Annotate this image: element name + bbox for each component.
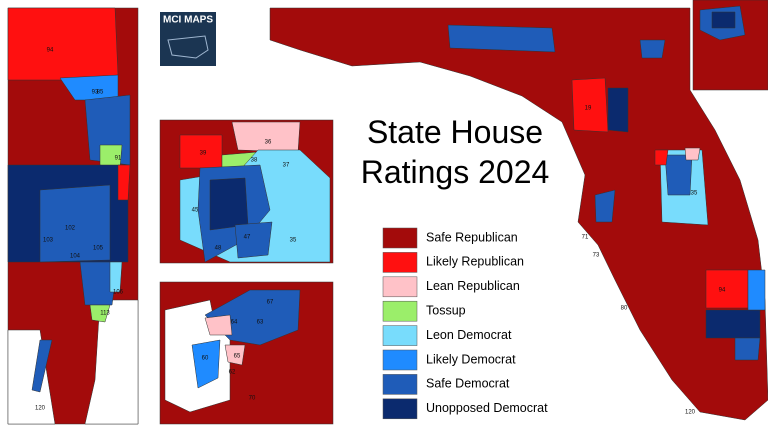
legend-label: Safe Democrat bbox=[426, 377, 510, 391]
legend-label: Unopposed Democrat bbox=[426, 401, 548, 415]
district-label: 80 bbox=[621, 306, 628, 312]
district bbox=[654, 149, 669, 166]
district-label: 120 bbox=[685, 410, 696, 416]
district-label: 67 bbox=[267, 300, 274, 306]
water bbox=[84, 299, 139, 425]
legend-label: Tossup bbox=[426, 303, 466, 317]
legend-swatch bbox=[382, 300, 418, 322]
district bbox=[117, 164, 131, 201]
legend-swatch bbox=[382, 276, 418, 298]
legend-label: Leon Democrat bbox=[426, 328, 512, 342]
district-label: 60 bbox=[202, 356, 209, 362]
legend-swatch bbox=[382, 325, 418, 346]
district-label: 62 bbox=[229, 370, 236, 376]
district-label: 48 bbox=[215, 246, 222, 252]
district-label: 37 bbox=[283, 163, 290, 169]
logo-icon bbox=[167, 35, 209, 59]
legend-label: Likely Republican bbox=[426, 255, 524, 269]
legend-swatch bbox=[382, 252, 418, 273]
legend: Safe Republican Likely Republican Lean Rep… bbox=[382, 227, 548, 420]
district-label: 103 bbox=[43, 238, 54, 244]
legend-label: Safe Republican bbox=[426, 230, 518, 244]
map-title: State House Ratings 2024 bbox=[360, 114, 550, 190]
district bbox=[607, 87, 629, 133]
logo-text: MCI MAPS bbox=[163, 15, 213, 26]
district bbox=[664, 154, 693, 196]
state-outline bbox=[269, 7, 768, 421]
district-label: 35 bbox=[290, 238, 297, 244]
district-label: 102 bbox=[65, 226, 76, 232]
district bbox=[594, 189, 616, 223]
district-label: 106 bbox=[113, 290, 124, 296]
district bbox=[31, 339, 53, 393]
district bbox=[705, 309, 761, 339]
district-label: 94 bbox=[719, 288, 726, 294]
district-label: 39 bbox=[200, 151, 207, 157]
district bbox=[79, 261, 119, 306]
district bbox=[711, 11, 736, 29]
district bbox=[684, 147, 701, 161]
district-label: 94 bbox=[47, 48, 54, 54]
district-label: 38 bbox=[251, 158, 258, 164]
district bbox=[705, 269, 749, 309]
district bbox=[191, 339, 221, 389]
district-label: 113 bbox=[100, 311, 110, 317]
district bbox=[571, 77, 609, 133]
district bbox=[109, 261, 123, 293]
district-label: 45 bbox=[192, 208, 199, 214]
district-label: 91 bbox=[115, 156, 122, 162]
district-label: 63 bbox=[257, 320, 264, 326]
legend-swatch bbox=[382, 349, 418, 371]
district bbox=[89, 304, 111, 323]
legend-label: Lean Republican bbox=[426, 279, 520, 293]
district bbox=[747, 269, 766, 311]
district-label: 104 bbox=[70, 254, 81, 260]
district-label: 64 bbox=[231, 320, 238, 326]
district-label: 35 bbox=[691, 191, 698, 197]
district bbox=[39, 184, 111, 263]
district-label: 36 bbox=[265, 140, 272, 146]
district bbox=[639, 39, 666, 59]
district bbox=[224, 344, 246, 366]
district bbox=[234, 221, 273, 259]
district-label: 19 bbox=[585, 106, 592, 112]
district-label: 47 bbox=[244, 235, 251, 241]
district-label: 73 bbox=[593, 253, 600, 259]
district-label: 120 bbox=[35, 406, 46, 412]
district-label: 71 bbox=[582, 235, 589, 241]
district-label: 70 bbox=[249, 396, 256, 402]
district bbox=[447, 24, 556, 53]
legend-swatch bbox=[382, 374, 418, 395]
district bbox=[7, 7, 119, 81]
legend-swatch bbox=[382, 398, 418, 420]
district bbox=[734, 337, 761, 361]
map-base bbox=[7, 0, 768, 425]
legend-swatch bbox=[382, 227, 418, 249]
district bbox=[209, 177, 249, 231]
legend-label: Likely Democrat bbox=[426, 352, 516, 366]
district-label: 65 bbox=[234, 354, 241, 360]
district bbox=[204, 314, 233, 336]
district-label: 85 bbox=[97, 90, 104, 96]
district-label: 105 bbox=[93, 246, 104, 252]
district-label: 93 bbox=[92, 90, 99, 96]
district bbox=[231, 121, 301, 153]
